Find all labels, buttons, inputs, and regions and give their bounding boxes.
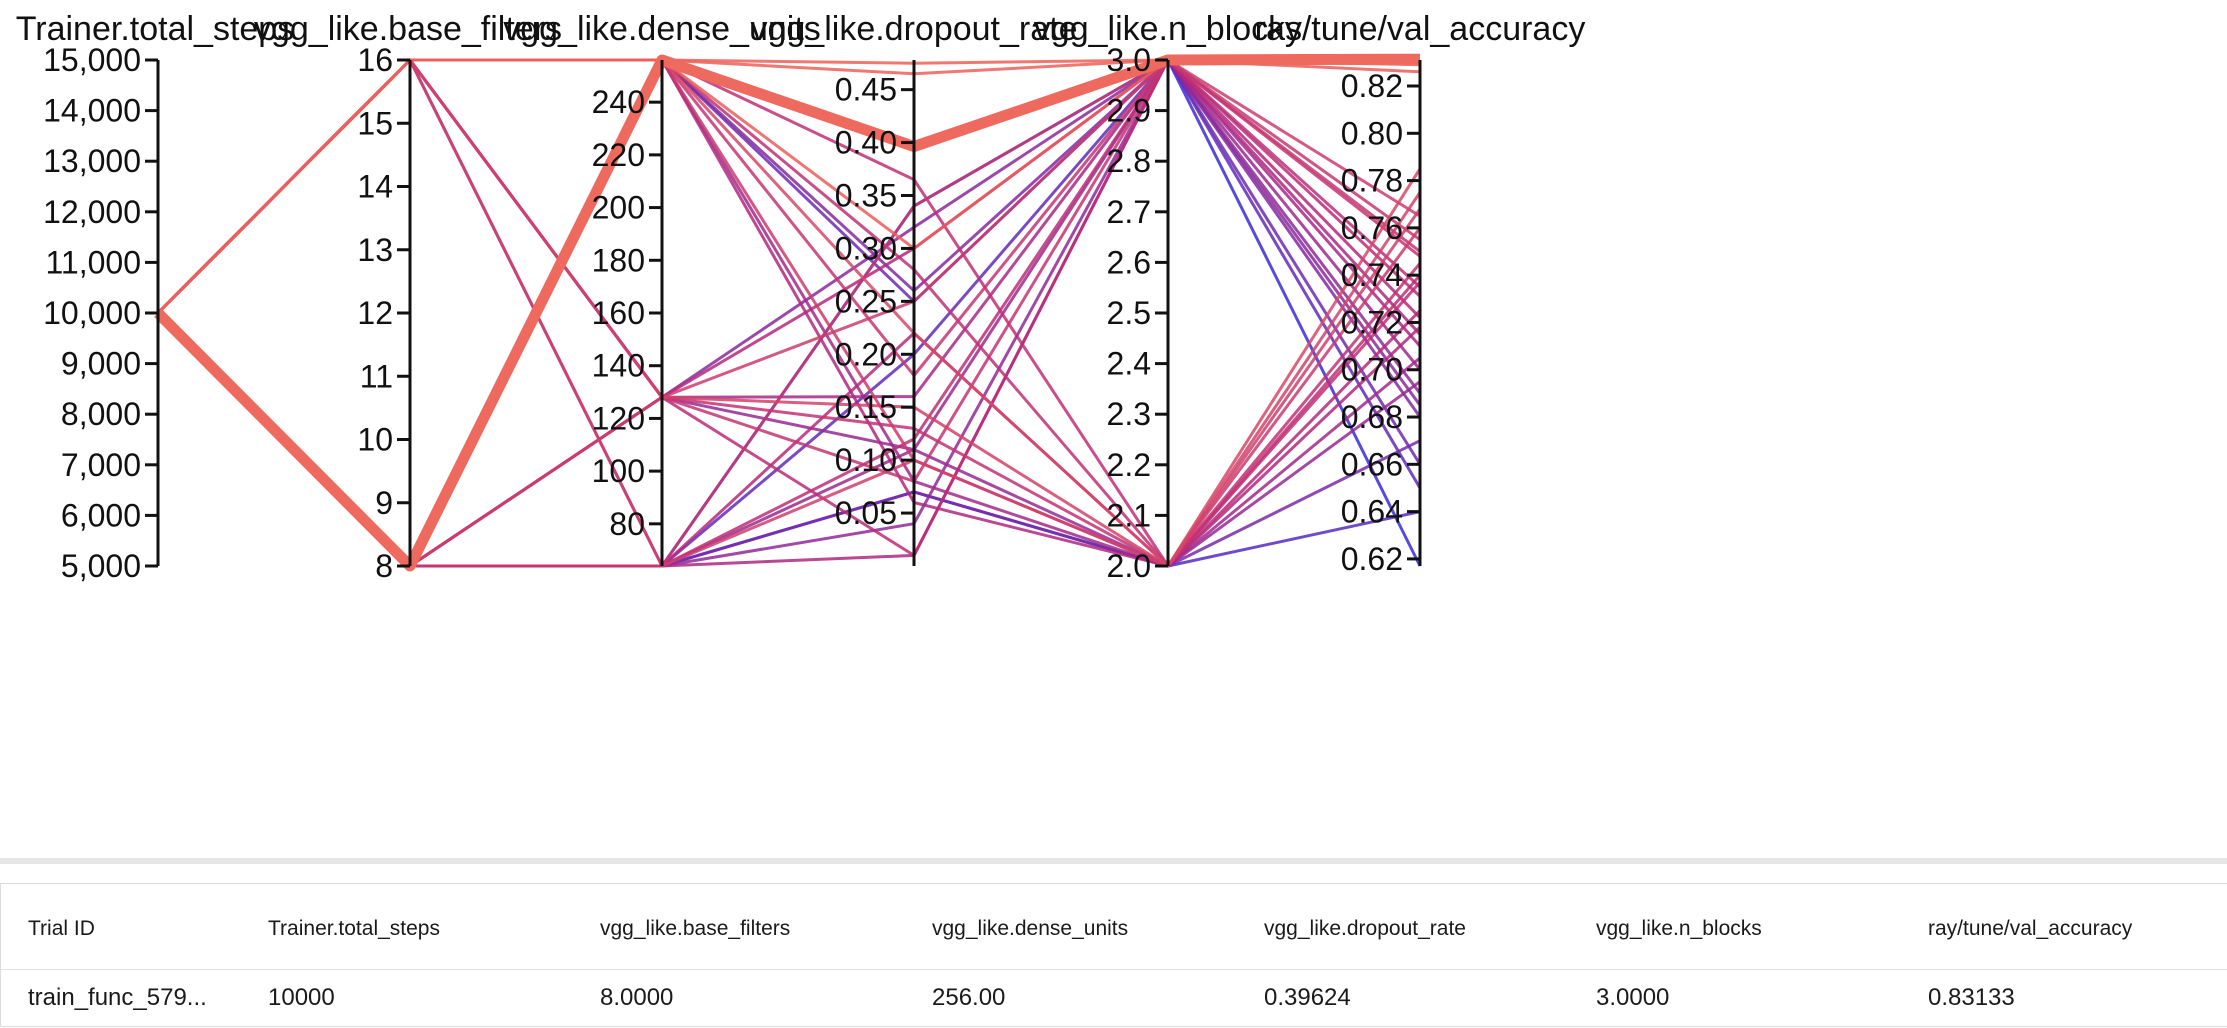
tick-label: 0.40 (835, 125, 897, 161)
header-n-blocks[interactable]: vgg_like.n_blocks (1596, 917, 1762, 940)
tick-label: 0.10 (835, 442, 897, 478)
tick-label: 8,000 (61, 396, 141, 432)
axes: 5,000 6,000 7,000 8,000 9,000 10,000 11,000 12,… (16, 10, 1586, 584)
tick-label: 0.30 (835, 230, 897, 266)
cell-dense-units: 256.00 (932, 984, 1006, 1011)
tick-label: 200 (592, 190, 645, 226)
tick-label: 0.20 (835, 336, 897, 372)
tick-label: 10 (357, 422, 393, 458)
tick-label: 9,000 (61, 346, 141, 382)
tick-label: 0.64 (1341, 494, 1403, 530)
parallel-coordinates-plot[interactable]: 5,000 6,000 7,000 8,000 9,000 10,000 11,000 12,… (0, 0, 2227, 858)
tick-label: 0.25 (835, 283, 897, 319)
header-trial-id[interactable]: Trial ID (28, 917, 95, 940)
tick-label: 240 (592, 84, 645, 120)
tick-label: 140 (592, 348, 645, 384)
table-header-row: Trial ID Trainer.total_steps vgg_like.ba… (1, 884, 2227, 970)
tick-label: 10,000 (43, 295, 141, 331)
cell-base-filters: 8.0000 (600, 984, 674, 1011)
panel-divider (0, 858, 2227, 864)
cell-total-steps: 10000 (268, 984, 335, 1011)
cell-dropout-rate: 0.39624 (1264, 984, 1351, 1011)
axis-title[interactable]: ray/tune/val_accuracy (1255, 10, 1586, 48)
tick-label: 0.66 (1341, 446, 1403, 482)
axis-title[interactable]: Trainer.total_steps (16, 10, 294, 48)
header-dropout-rate[interactable]: vgg_like.dropout_rate (1264, 917, 1466, 940)
tick-label: 100 (592, 453, 645, 489)
tick-label: 80 (609, 506, 645, 542)
tick-label: 2.7 (1107, 194, 1151, 230)
axis[interactable]: 0.05 0.10 0.15 0.20 0.25 0.30 0.35 0.40 0.45 vgg_… (750, 10, 1078, 566)
trial-line[interactable] (156, 58, 1422, 407)
axis[interactable]: 80 100 120 140 160 180 200 220 240 vgg_like.dense… (503, 10, 821, 566)
tick-label: 0.05 (835, 495, 897, 531)
tick-label: 220 (592, 137, 645, 173)
tick-label: 2.0 (1107, 548, 1151, 584)
tick-label: 120 (592, 400, 645, 436)
tick-label: 0.15 (835, 389, 897, 425)
tick-label: 160 (592, 295, 645, 331)
tick-label: 16 (357, 42, 393, 78)
tick-label: 0.68 (1341, 399, 1403, 435)
tick-label: 14 (357, 169, 393, 205)
tick-label: 13,000 (43, 143, 141, 179)
tick-label: 15 (357, 105, 393, 141)
axis-title[interactable]: vgg_like.dropout_rate (750, 10, 1077, 48)
tick-label: 2.6 (1107, 244, 1151, 280)
tick-label: 2.8 (1107, 143, 1151, 179)
tick-label: 0.45 (835, 72, 897, 108)
tick-label: 5,000 (61, 548, 141, 584)
header-val-accuracy[interactable]: ray/tune/val_accuracy (1928, 917, 2133, 940)
tick-label: 0.82 (1341, 68, 1403, 104)
tick-label: 0.35 (835, 177, 897, 213)
axis-title[interactable]: vgg_like.n_blocks (1034, 10, 1302, 48)
header-base-filters[interactable]: vgg_like.base_filters (600, 917, 791, 940)
tick-label: 180 (592, 242, 645, 278)
tick-label: 6,000 (61, 497, 141, 533)
tick-label: 2.2 (1107, 447, 1151, 483)
tick-label: 9 (375, 485, 393, 521)
tick-label: 0.62 (1341, 541, 1403, 577)
tick-label: 0.74 (1341, 257, 1403, 293)
tick-label: 2.1 (1107, 497, 1151, 533)
tick-label: 0.80 (1341, 115, 1403, 151)
tick-label: 2.9 (1107, 93, 1151, 129)
header-dense-units[interactable]: vgg_like.dense_units (932, 917, 1129, 940)
tick-label: 11 (360, 358, 393, 394)
tick-label: 2.3 (1107, 396, 1151, 432)
tick-label: 0.76 (1341, 210, 1403, 246)
tick-label: 2.4 (1107, 346, 1151, 382)
axis[interactable]: 2.0 2.1 2.2 2.3 2.4 2.5 2.6 2.7 2.8 2.9 3.0vgg_lik… (1034, 10, 1302, 584)
trial-line-highlighted[interactable] (154, 53, 1421, 572)
tick-label: 2.5 (1107, 295, 1151, 331)
tick-label: 7,000 (61, 447, 141, 483)
tick-label: 11,000 (46, 244, 142, 280)
header-total-steps[interactable]: Trainer.total_steps (268, 917, 440, 940)
axis-title[interactable]: vgg_like.dense_units (503, 10, 821, 48)
cell-n-blocks: 3.0000 (1596, 984, 1670, 1011)
tick-label: 8 (375, 548, 393, 584)
tick-label: 0.70 (1341, 352, 1403, 388)
cell-trial-id: train_func_579... (28, 984, 207, 1011)
axis-title[interactable]: vgg_like.base_filters (254, 10, 562, 48)
tick-label: 15,000 (43, 42, 141, 78)
tick-label: 0.78 (1341, 163, 1403, 199)
trial-lines[interactable] (154, 53, 1422, 572)
axis[interactable]: 5,000 6,000 7,000 8,000 9,000 10,000 11,000 12,… (16, 10, 294, 584)
table-row[interactable]: train_func_579... 10000 8.0000 256.00 0.… (1, 970, 2227, 1028)
tick-label: 0.72 (1341, 304, 1403, 340)
tick-label: 14,000 (43, 93, 141, 129)
tick-label: 12 (357, 295, 393, 331)
tick-label: 13 (357, 232, 393, 268)
axis[interactable]: 0.62 0.64 0.66 0.68 0.70 0.72 0.74 0.76 0.78 0.80… (1255, 10, 1586, 577)
trials-table: Trial ID Trainer.total_steps vgg_like.ba… (0, 883, 2227, 1027)
tick-label: 3.0 (1107, 42, 1151, 78)
tick-label: 12,000 (43, 194, 141, 230)
cell-val-accuracy: 0.83133 (1928, 984, 2015, 1011)
